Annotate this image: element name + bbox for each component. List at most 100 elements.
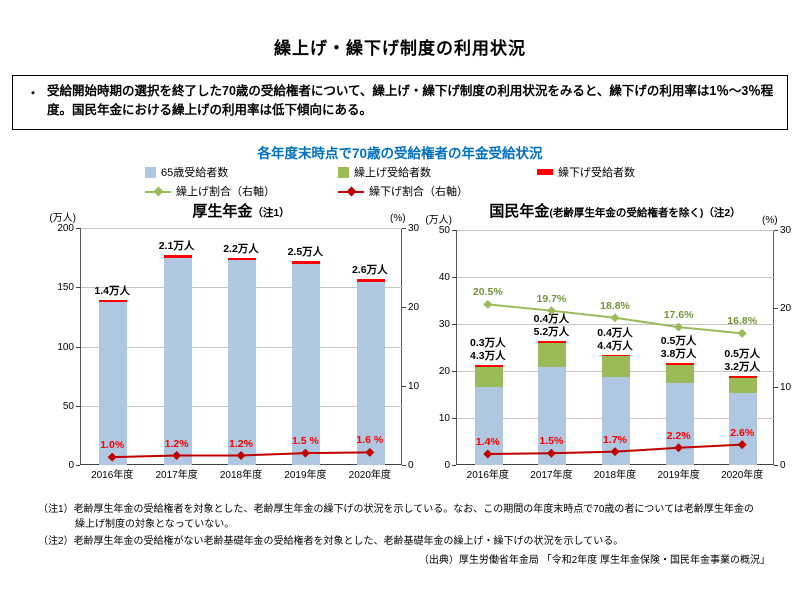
left-axis-tick: 50 [438,225,450,236]
bar-value-label-kuriage: 5.2万人 [533,325,570,338]
left-axis-tick-mark [76,346,80,348]
line-value-label-kurisage-rate: 2.6% [730,426,755,439]
bar-value-label-kuriage: 3.2万人 [724,360,760,373]
right-axis-tick-mark [402,386,406,387]
left-axis-tick: 200 [57,223,74,234]
diamond-marker-icon [483,449,493,459]
x-axis-label: 2020年度 [721,470,764,481]
x-axis-label: 2019年度 [284,470,327,481]
line-value-label-kuriage-rate: 17.6% [663,309,694,322]
line-value-label-kuriage-rate: 16.8% [727,315,758,328]
right-axis-tick-mark [774,308,778,310]
chart-title: 厚生年金（注1） [80,200,402,221]
line-value-label-kurisage-rate: 2.2% [666,429,691,442]
bar-segment-kuriage [729,378,758,394]
gridline [457,230,775,231]
line-value-label-kurisage-rate: 1.5 % [291,435,319,448]
left-axis-tick: 10 [438,413,450,424]
bar-value-label-kurisage: 0.4万人 [597,326,633,339]
right-axis-unit: (%) [762,215,778,226]
line-value-label-kurisage-rate: 1.2% [164,437,189,450]
bar-segment-kurisage [474,364,503,367]
x-axis-label: 2018年度 [219,470,263,481]
bar-segment-kurisage [228,257,256,261]
bar-segment-age65 [356,282,385,465]
diamond-marker-icon [365,447,375,457]
bar-value-label-kurisage: 0.4万人 [533,312,570,325]
bar-value-label-kuriage: 3.8万人 [660,348,697,360]
line-series-layer [107,447,375,462]
x-axis-label: 2016年度 [466,470,509,481]
x-axis-label: 2020年度 [348,470,391,481]
line-value-label-kurisage-rate: 1.5% [539,435,564,448]
legend-row-bars: 65歳受給者数 繰上げ受給者数 繰下げ受給者数 [145,164,705,183]
right-axis-tick-mark [402,228,406,229]
line-series-layer [483,299,747,459]
bar-segment-kuriage [602,356,630,378]
legend-swatch-icon [338,166,349,178]
diamond-marker-icon [546,306,556,316]
left-axis-tick: 0 [444,460,450,471]
diamond-marker-icon [236,451,246,461]
bar-value-label-kurisage: 0.3万人 [469,336,506,349]
right-axis-tick-mark [774,386,778,388]
note-label: （注2） [38,536,74,547]
note-item: （注2）老齢厚生年金の受給権がない老齢基礎年金の受給権者を対象とした、老齢基礎年… [38,534,762,549]
bar-segment-kurisage [163,255,192,258]
left-axis-tick-mark [452,230,456,231]
x-axis-label: 2018年度 [593,470,637,481]
left-axis-tick: 100 [57,341,74,353]
legend-label: 繰上げ割合（右軸） [176,186,275,198]
diamond-marker-icon [107,452,117,462]
legend-item: 繰下げ受給者数 [537,164,635,180]
bar-segment-kuriage [474,366,503,387]
left-axis-tick-mark [76,228,80,229]
legend-item: 繰下げ割合（右軸） [338,183,468,199]
chart-kokumin-nenkin: 国民年金(老齢厚生年金の受給権者を除く)（注2） (万人) (%) 0 10 20 30 40… [425,200,798,500]
bar-segment-age65 [292,264,321,465]
source-citation: （出典）厚生労働省年金局 「令和2年度 厚生年金保険・国民年金事業の概況」 [418,555,770,566]
diamond-marker-icon [300,448,310,458]
bar-segment-age65 [99,301,128,465]
x-axis-label: 2016年度 [91,470,134,481]
gridline [457,277,775,278]
left-axis-unit: (万人) [49,213,76,224]
note-label: （注1） [38,504,74,515]
left-axis-tick-mark [76,405,80,407]
legend-swatch-icon [145,166,156,178]
line-value-label-kuriage-rate: 20.5% [472,286,503,299]
right-axis-tick: 20 [408,302,420,313]
bar-segment-age65 [228,260,256,465]
legend-line-marker-icon [145,186,171,197]
chart-kousei-nenkin: 厚生年金（注1） (万人) (%) 0 50 100 150 200 0 10 20 30 1.4万人 2… [28,200,428,500]
legend-diamond-icon [346,186,357,197]
diamond-marker-icon [483,299,493,309]
chart-section-title: 各年度末時点で70歳の受給権者の年金受給状況 [257,146,543,161]
left-axis-tick: 20 [438,366,450,377]
chart-title-note: （注1） [252,207,290,219]
chart-title-note: (老齢厚生年金の受給権者を除く)（注2） [549,207,741,219]
gridline [457,324,775,325]
line-value-label-kuriage-rate: 19.7% [536,292,567,305]
right-axis-tick: 20 [780,303,792,315]
line-value-label-kuriage-rate: 18.8% [600,299,630,312]
legend-label: 繰下げ割合（右軸） [369,186,468,198]
left-axis-tick-mark [452,418,456,419]
right-axis-tick: 30 [408,223,420,234]
right-axis-tick-mark [774,230,778,231]
bar-segment-age65 [665,383,694,465]
right-axis-tick-mark [402,465,406,466]
bar-value-label-kurisage: 2.6万人 [351,263,388,276]
right-axis-tick: 0 [408,460,414,471]
legend-item: 繰上げ割合（右軸） [145,183,275,199]
line-value-label-kurisage-rate: 1.4% [475,436,500,449]
legend-diamond-icon [153,186,164,197]
left-axis-tick-mark [76,287,80,289]
right-axis-tick: 30 [780,225,792,236]
bar-value-label-kurisage: 0.5万人 [724,347,760,360]
note-text: 老齢厚生年金の受給権者を対象とした、老齢厚生年金の繰下げの状況を示している。なお… [73,504,754,530]
legend-label: 繰下げ受給者数 [558,167,635,179]
legend-line-marker-icon [338,186,364,197]
left-axis-tick: 0 [68,460,74,471]
